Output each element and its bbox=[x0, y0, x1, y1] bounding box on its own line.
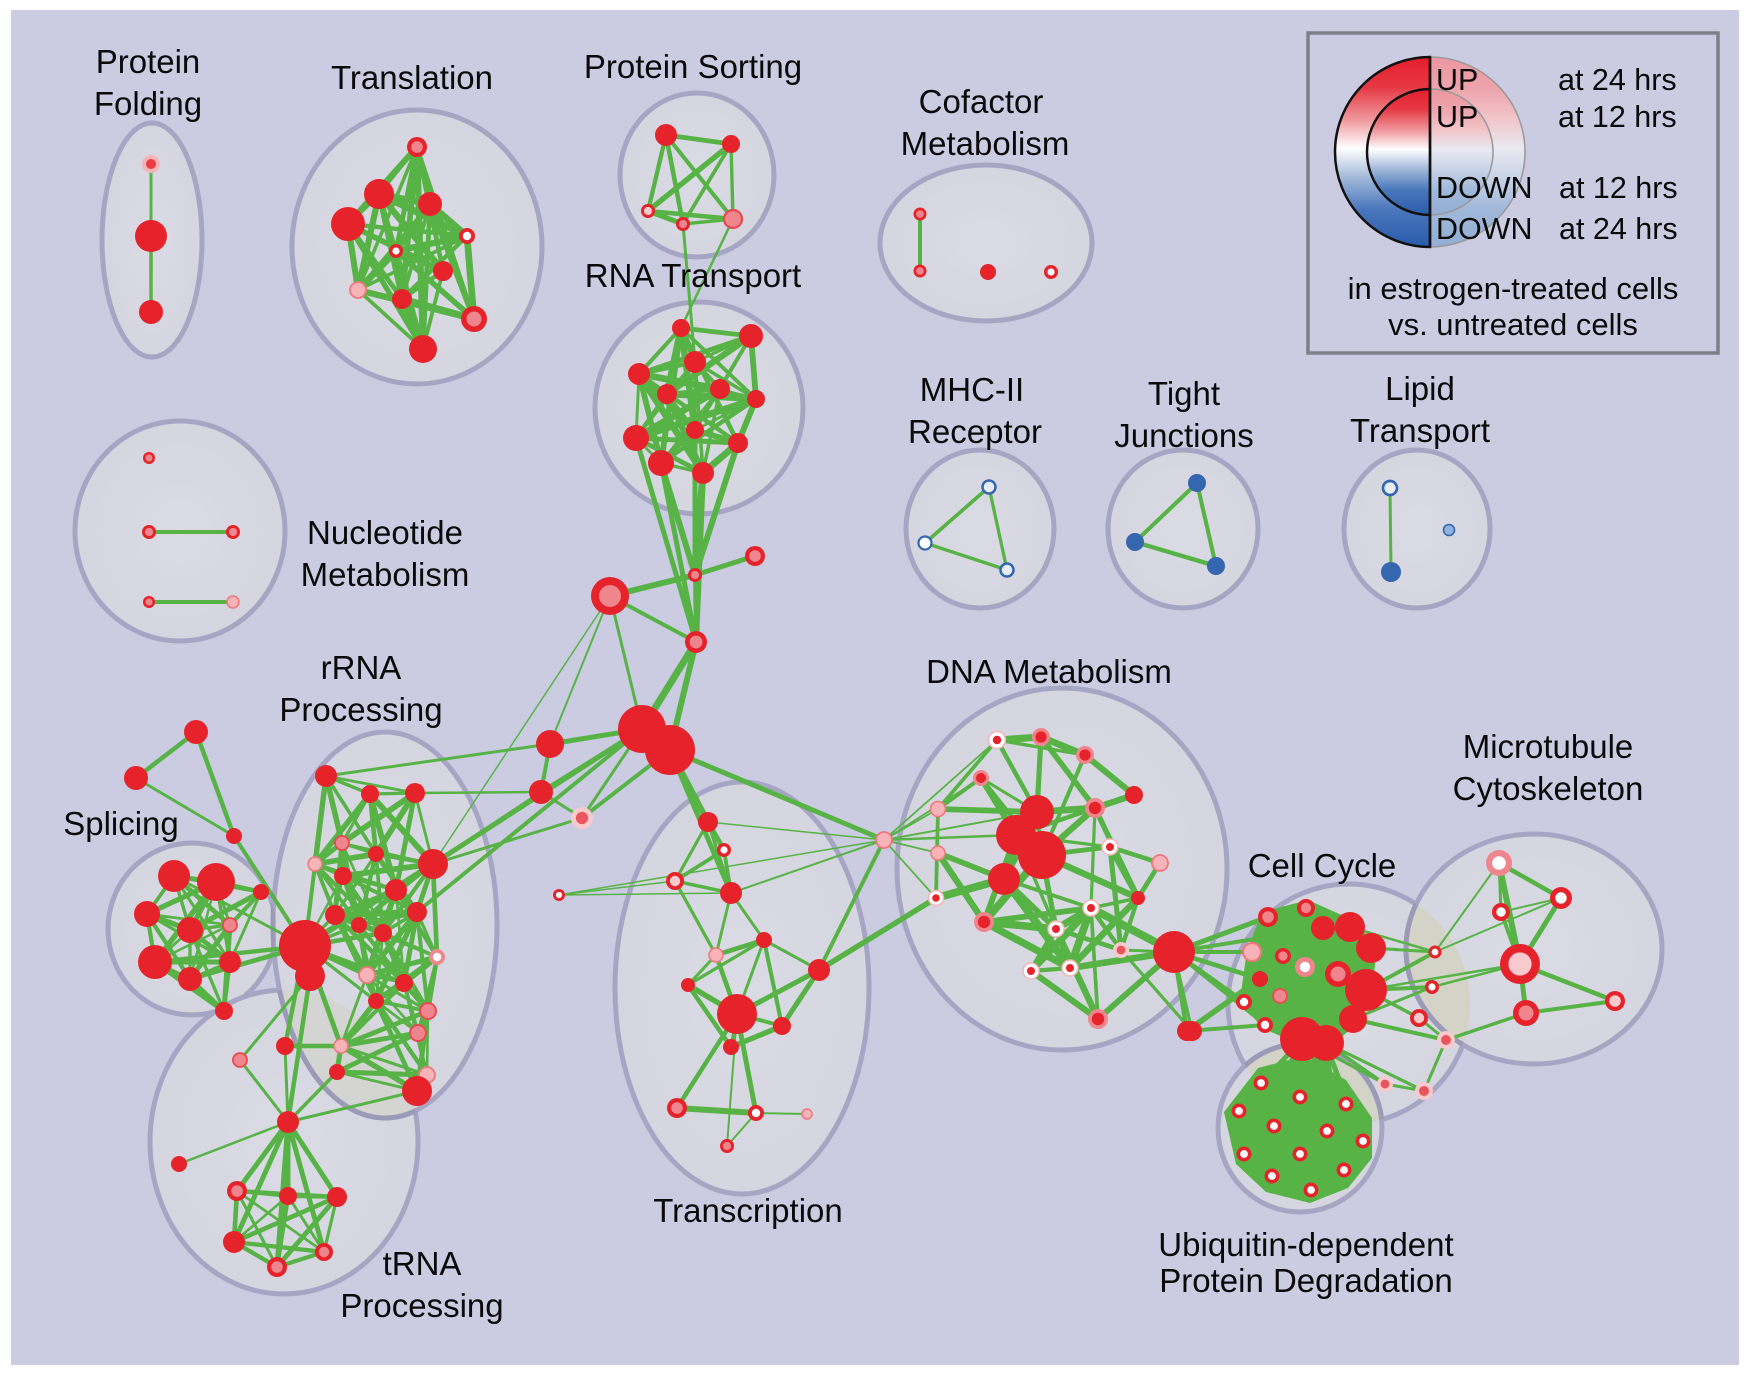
svg-text:at 12 hrs: at 12 hrs bbox=[1558, 100, 1677, 134]
svg-text:vs. untreated cells: vs. untreated cells bbox=[1388, 307, 1638, 342]
svg-text:at 24 hrs: at 24 hrs bbox=[1559, 212, 1678, 246]
svg-text:RNA Transport: RNA Transport bbox=[585, 257, 801, 294]
svg-text:tRNA: tRNA bbox=[383, 1245, 462, 1282]
svg-text:Transcription: Transcription bbox=[653, 1192, 843, 1229]
svg-text:UP: UP bbox=[1436, 63, 1478, 97]
svg-text:Transport: Transport bbox=[1350, 412, 1490, 449]
svg-text:Cytoskeleton: Cytoskeleton bbox=[1453, 770, 1644, 807]
svg-text:Translation: Translation bbox=[331, 59, 493, 96]
svg-text:DOWN: DOWN bbox=[1436, 212, 1533, 246]
svg-text:MHC-II: MHC-II bbox=[920, 371, 1024, 408]
svg-text:in estrogen-treated cells: in estrogen-treated cells bbox=[1348, 271, 1679, 306]
svg-text:Lipid: Lipid bbox=[1385, 370, 1455, 407]
svg-text:Protein Degradation: Protein Degradation bbox=[1159, 1262, 1453, 1299]
svg-text:Protein: Protein bbox=[96, 43, 201, 80]
svg-text:Metabolism: Metabolism bbox=[901, 125, 1070, 162]
svg-text:Processing: Processing bbox=[279, 691, 442, 728]
svg-text:Cell Cycle: Cell Cycle bbox=[1248, 847, 1397, 884]
svg-text:at 12 hrs: at 12 hrs bbox=[1559, 171, 1678, 205]
svg-text:Tight: Tight bbox=[1148, 375, 1220, 412]
svg-text:UP: UP bbox=[1436, 100, 1478, 134]
svg-text:Folding: Folding bbox=[94, 85, 202, 122]
svg-text:Metabolism: Metabolism bbox=[301, 556, 470, 593]
svg-text:DOWN: DOWN bbox=[1436, 171, 1533, 205]
svg-text:Microtubule: Microtubule bbox=[1463, 728, 1634, 765]
svg-text:Junctions: Junctions bbox=[1114, 417, 1253, 454]
svg-text:Cofactor: Cofactor bbox=[919, 83, 1044, 120]
svg-text:Nucleotide: Nucleotide bbox=[307, 514, 463, 551]
svg-text:Processing: Processing bbox=[340, 1287, 503, 1324]
svg-text:Protein Sorting: Protein Sorting bbox=[584, 48, 802, 85]
svg-text:Splicing: Splicing bbox=[63, 805, 179, 842]
svg-text:at 24 hrs: at 24 hrs bbox=[1558, 63, 1677, 97]
svg-text:DNA Metabolism: DNA Metabolism bbox=[926, 653, 1172, 690]
svg-text:Ubiquitin-dependent: Ubiquitin-dependent bbox=[1158, 1226, 1453, 1263]
svg-text:Receptor: Receptor bbox=[908, 413, 1042, 450]
svg-text:rRNA: rRNA bbox=[321, 649, 402, 686]
